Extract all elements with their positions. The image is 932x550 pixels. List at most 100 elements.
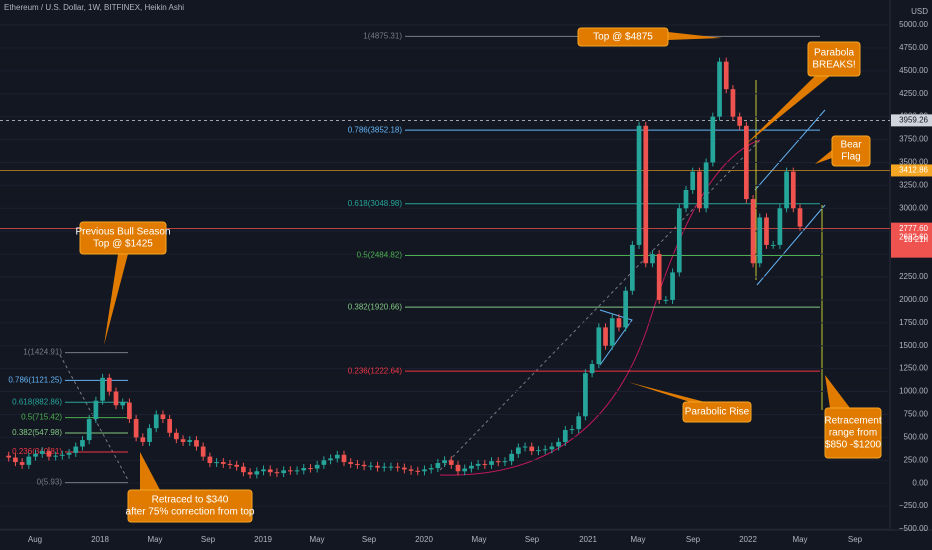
candle [616, 318, 622, 328]
candle [120, 402, 126, 406]
fib-label: 1(4875.31) [363, 32, 402, 41]
annotation: Parabola [814, 48, 854, 59]
x-tick-label: May [147, 535, 162, 544]
candle [220, 462, 226, 464]
fib-label: 0.5(715.42) [21, 413, 62, 422]
candle [113, 391, 119, 406]
y-tick-label: 250.00 [904, 455, 929, 464]
candle [381, 466, 387, 468]
candle [428, 468, 434, 470]
x-tick-label: May [630, 535, 645, 544]
candle [703, 162, 709, 209]
callout [577, 27, 669, 47]
y-tick-label: 3500.00 [899, 158, 928, 167]
candle [670, 272, 675, 300]
callout [127, 489, 253, 523]
x-tick-label: May [309, 535, 324, 544]
channel [756, 204, 826, 286]
annotation: $850 -$1200 [825, 440, 882, 451]
candle [502, 461, 508, 463]
candle [361, 464, 367, 467]
candle [73, 446, 79, 453]
currency: USD [911, 7, 928, 16]
candle [80, 440, 85, 447]
candle [536, 450, 541, 452]
candle [643, 125, 649, 264]
candle [388, 466, 394, 468]
price-tag-label: 3412.86 [899, 166, 928, 175]
candle [321, 460, 327, 465]
price-tag [891, 164, 932, 177]
candle [227, 463, 233, 465]
callout-pointer [628, 382, 705, 402]
candle [66, 452, 72, 455]
fib-label: 0.786(3852.18) [348, 125, 403, 134]
candle [26, 456, 32, 465]
candle [583, 373, 588, 417]
candle [294, 470, 300, 472]
y-tick-label: −250.00 [899, 501, 929, 510]
candle [187, 440, 193, 442]
candle [53, 455, 58, 457]
candle [770, 244, 776, 246]
candle [267, 469, 273, 473]
annotation: Retraced to $340 [152, 495, 229, 506]
candle [569, 429, 575, 431]
candle [13, 457, 18, 463]
price-tag-label: 2777.60 [899, 224, 928, 233]
candle [234, 464, 240, 467]
candle [663, 299, 669, 301]
chart-title: Ethereum / U.S. Dollar, 1W, BITFINEX, He… [4, 3, 184, 12]
candle [596, 327, 602, 365]
candle [19, 462, 25, 465]
y-tick-label: 2250.00 [899, 272, 928, 281]
candle [697, 171, 702, 209]
candle [200, 446, 206, 457]
fib-label: 0.236(1222.64) [348, 366, 403, 375]
x-tick-label: 2021 [579, 535, 597, 544]
candle [60, 454, 65, 456]
fib-label: 1(1424.91) [23, 348, 62, 357]
y-tick-label: 4250.00 [899, 89, 928, 98]
candle [106, 377, 112, 392]
y-tick-label: 500.00 [904, 432, 929, 441]
callout [807, 41, 861, 77]
candle [656, 254, 662, 300]
candle [241, 466, 246, 473]
annotation: BREAKS! [812, 60, 855, 71]
candle [207, 456, 213, 464]
candle [516, 447, 521, 454]
callout [824, 407, 882, 459]
candle [676, 208, 682, 273]
x-tick-label: 2022 [739, 535, 757, 544]
candle [542, 449, 548, 451]
annotation: Top @ $4875 [593, 32, 653, 43]
candle [174, 432, 179, 440]
candle [717, 61, 722, 117]
x-tick-label: 2019 [254, 535, 272, 544]
y-tick-label: 5000.00 [899, 20, 928, 29]
channel [754, 109, 826, 191]
candle [328, 458, 333, 461]
callout-pointer [668, 32, 722, 40]
candle [723, 61, 729, 90]
candle [777, 208, 783, 245]
candle [194, 440, 199, 447]
candle [395, 466, 400, 468]
candle [549, 446, 555, 450]
y-tick-label: 4500.00 [899, 66, 928, 75]
candle [127, 402, 132, 420]
callout [682, 401, 752, 423]
fib-label: 0.236(340.81) [12, 447, 62, 456]
x-tick-label: 2020 [415, 535, 433, 544]
candle [435, 463, 441, 469]
candle [93, 400, 99, 420]
candle [556, 441, 561, 447]
candle [301, 468, 307, 471]
flag [599, 309, 633, 366]
y-tick-label: 1000.00 [899, 387, 928, 396]
candle [710, 116, 716, 163]
candle [475, 463, 481, 466]
candle [469, 465, 474, 469]
